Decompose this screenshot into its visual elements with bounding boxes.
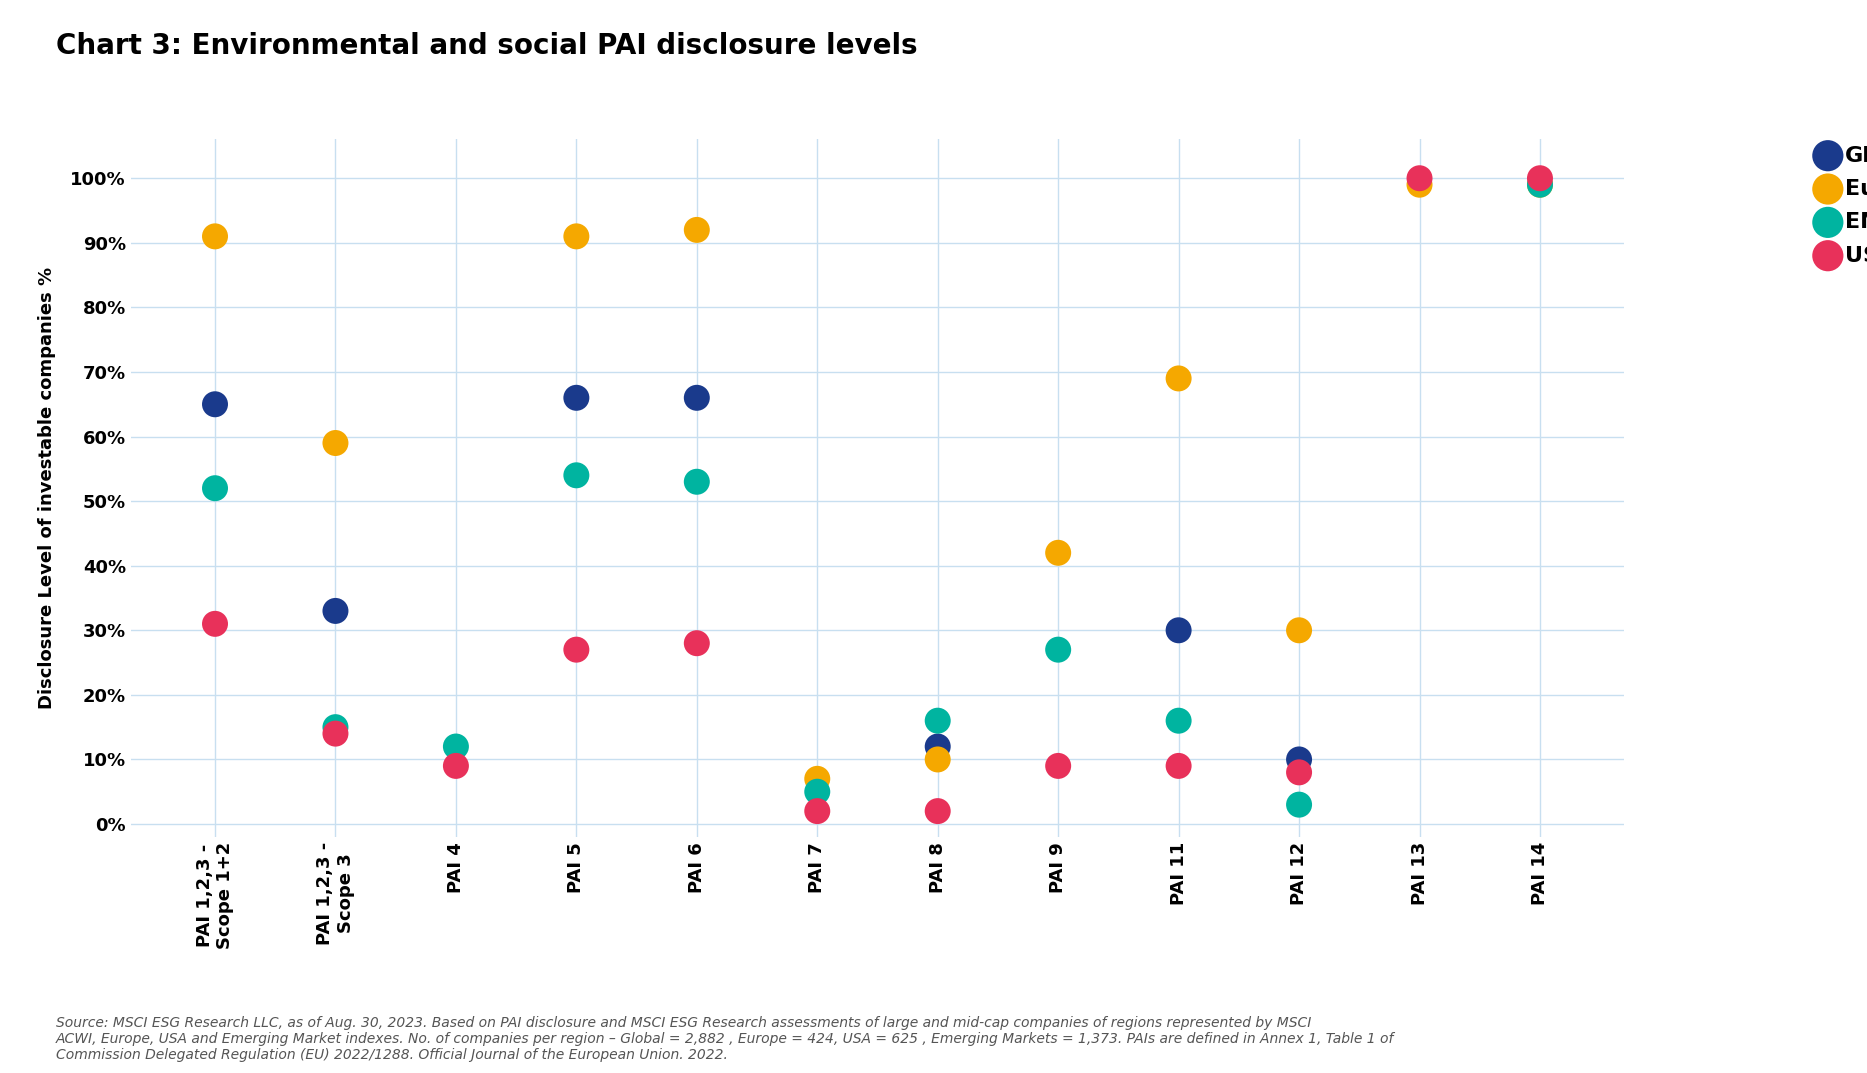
EM [1163, 712, 1193, 730]
EM [441, 738, 470, 755]
EM [1044, 641, 1074, 658]
USA [1404, 170, 1434, 187]
USA [200, 615, 230, 632]
USA [321, 725, 351, 743]
Global [681, 389, 711, 407]
Europe [1525, 176, 1555, 193]
USA [1044, 758, 1074, 775]
EM [562, 467, 592, 484]
USA [441, 758, 470, 775]
Europe [803, 770, 833, 788]
USA [1284, 764, 1314, 781]
Europe [200, 227, 230, 245]
Europe [1284, 621, 1314, 638]
Global [922, 738, 952, 755]
Legend: Global, Europe, EM, USA: Global, Europe, EM, USA [1813, 136, 1867, 275]
Text: Source: MSCI ESG Research LLC, as of Aug. 30, 2023. Based on PAI disclosure and : Source: MSCI ESG Research LLC, as of Aug… [56, 1016, 1395, 1062]
Europe [562, 227, 592, 245]
EM [321, 719, 351, 736]
Global [1163, 621, 1193, 638]
Global [321, 602, 351, 619]
Y-axis label: Disclosure Level of investable companies %: Disclosure Level of investable companies… [39, 267, 56, 709]
Europe [1404, 176, 1434, 193]
Global [562, 389, 592, 407]
Europe [321, 435, 351, 452]
Europe [922, 751, 952, 768]
USA [1163, 758, 1193, 775]
EM [1525, 176, 1555, 193]
USA [803, 803, 833, 820]
Europe [1163, 370, 1193, 387]
Text: Chart 3: Environmental and social PAI disclosure levels: Chart 3: Environmental and social PAI di… [56, 32, 919, 60]
USA [1525, 170, 1555, 187]
EM [803, 783, 833, 800]
EM [1284, 796, 1314, 813]
EM [200, 480, 230, 497]
USA [562, 641, 592, 658]
Global [1284, 751, 1314, 768]
USA [922, 803, 952, 820]
USA [681, 634, 711, 651]
Global [200, 396, 230, 413]
Europe [1044, 544, 1074, 561]
EM [922, 712, 952, 730]
EM [681, 473, 711, 490]
Europe [681, 221, 711, 238]
